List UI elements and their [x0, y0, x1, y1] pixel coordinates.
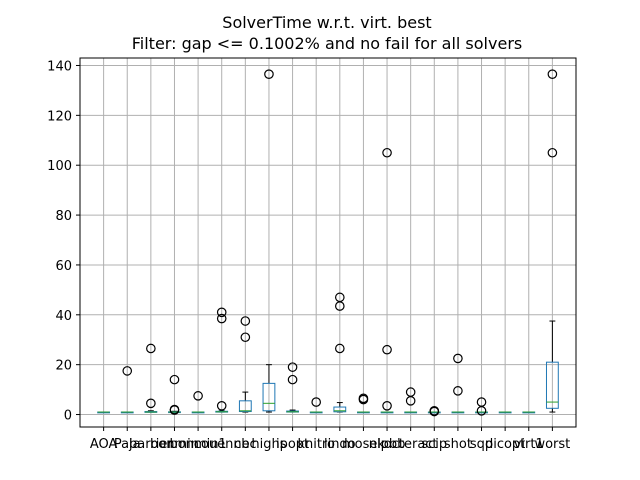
outlier-point — [335, 343, 345, 354]
outlier-point — [382, 401, 392, 411]
box-octeract — [404, 387, 418, 414]
outlier-point — [429, 406, 440, 417]
y-tick-label: 80 — [55, 209, 72, 224]
outlier-point — [287, 374, 298, 385]
iqr-box — [333, 406, 347, 413]
outlier-point — [169, 374, 180, 385]
outlier-point — [146, 343, 156, 354]
box-dicopt — [498, 411, 512, 414]
box-scip — [427, 405, 441, 417]
x-tick-label: Paja — [114, 437, 141, 452]
box-bonmin — [168, 374, 181, 415]
box-highs — [262, 69, 276, 413]
x-tick-label: octeract — [384, 437, 438, 452]
outlier-point — [335, 301, 345, 311]
x-tick-label: cbc — [234, 437, 257, 452]
x-tick-label: highs — [251, 437, 286, 452]
x-tick-label: scip — [421, 437, 447, 452]
y-tick-label: 120 — [47, 109, 72, 124]
boxes-layer — [97, 69, 559, 417]
x-tick-label: nlpbb — [369, 437, 406, 452]
outlier-point — [547, 147, 558, 158]
y-tick-label: 20 — [55, 359, 72, 374]
box-Paja — [120, 366, 134, 414]
x-tick-label: mosek — [342, 437, 385, 452]
box-lindo — [333, 292, 347, 413]
box-worst — [545, 69, 559, 413]
outlier-point — [264, 69, 274, 80]
chart-subtitle: Filter: gap <= 0.1002% and no fail for a… — [132, 34, 522, 53]
box-nlpbb — [380, 147, 394, 414]
outlier-point — [216, 401, 227, 411]
x-tick-label: bonmin — [150, 437, 199, 452]
plot-area-frame — [79, 57, 577, 428]
x-tick-label: shot — [444, 437, 472, 452]
outlier-point — [216, 307, 227, 318]
outlier-point — [358, 394, 369, 405]
iqr-box — [238, 400, 252, 413]
outlier-point — [382, 147, 392, 158]
x-tick-label: sqp — [470, 437, 493, 452]
outlier-point — [547, 69, 558, 80]
box-cbc — [238, 316, 252, 413]
y-tick-label: 100 — [47, 159, 72, 174]
x-tick-label: bonmin1 — [169, 437, 226, 452]
box-bonmin1 — [191, 391, 205, 414]
box-ipopt — [286, 362, 299, 413]
outlier-point — [193, 391, 203, 401]
outlier-point — [216, 313, 227, 324]
x-tick-label: barrier — [129, 437, 173, 452]
outlier-point — [382, 344, 392, 355]
outlier-point — [169, 405, 180, 415]
x-tick-label: ipopt — [276, 437, 309, 452]
y-tick-label: 40 — [55, 309, 72, 324]
outlier-point — [122, 366, 133, 376]
box-AOA — [97, 411, 111, 414]
iqr-box — [262, 382, 276, 412]
box-sqp — [475, 397, 488, 416]
x-tick-label: dicopt — [485, 437, 525, 452]
outlier-point — [240, 316, 251, 326]
x-tick-label: virt1 — [514, 437, 544, 452]
box-mosek — [357, 393, 370, 414]
grid-layer — [80, 58, 576, 427]
box-couenne — [215, 307, 229, 413]
y-tick-label: 0 — [64, 409, 72, 424]
x-tick-label: couenne — [194, 437, 250, 452]
x-tick-label: knitro — [297, 437, 335, 452]
box-knitro — [309, 397, 323, 414]
x-tick-label: AOA — [90, 437, 118, 452]
iqr-box — [545, 361, 559, 409]
outlier-point — [287, 362, 298, 372]
chart-title: SolverTime w.r.t. virt. best — [222, 13, 431, 32]
outlier-point — [453, 386, 463, 396]
x-tick-label: worst — [534, 437, 570, 452]
outlier-point — [453, 353, 463, 364]
outlier-point — [405, 396, 416, 406]
outlier-point — [311, 397, 321, 407]
outlier-point — [476, 405, 487, 416]
x-tick-label: lindo — [324, 437, 356, 452]
y-axis: 0 20 40 60 80 100 120 140 — [47, 59, 80, 424]
y-tick-label: 60 — [55, 259, 72, 274]
box-virt1 — [522, 411, 536, 414]
box-barrier — [144, 343, 158, 413]
box-shot — [451, 353, 465, 414]
outlier-point — [240, 332, 251, 343]
outlier-point — [146, 398, 156, 409]
x-axis: AOAPajabarrierbonminbonmin1couennecbchig… — [90, 427, 570, 452]
y-tick-label: 140 — [47, 59, 72, 74]
